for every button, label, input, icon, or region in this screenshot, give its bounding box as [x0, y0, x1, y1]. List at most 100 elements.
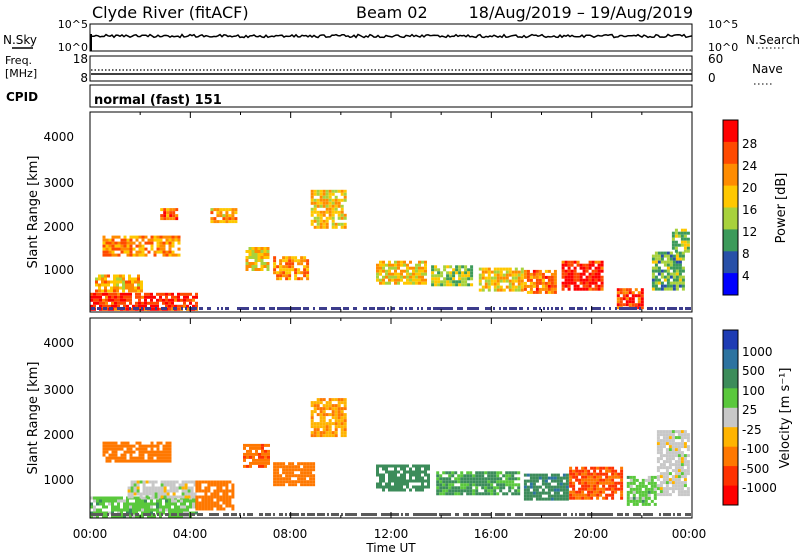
- ground-cell: [517, 513, 519, 516]
- heatmap-cell: [559, 479, 563, 483]
- velocity-y-ticks: 1000 2000 3000 4000: [43, 336, 74, 487]
- heatmap-cell: [572, 469, 576, 473]
- heatmap-cell: [294, 271, 298, 275]
- heatmap-cell: [300, 277, 304, 281]
- heatmap-cell: [279, 474, 283, 478]
- heatmap-cell: [680, 460, 684, 464]
- heatmap-cell: [222, 492, 226, 496]
- heatmap-cell: [123, 295, 126, 299]
- heatmap-cell: [412, 272, 415, 276]
- heatmap-cell: [526, 491, 530, 495]
- heatmap-cell: [620, 481, 624, 485]
- ground-cell: [685, 513, 687, 516]
- heatmap-cell: [487, 270, 491, 274]
- ground-cell: [499, 513, 501, 516]
- heatmap-cell: [659, 445, 663, 449]
- ground-cell: [365, 307, 367, 310]
- heatmap-cell: [99, 502, 102, 506]
- heatmap-cell: [297, 465, 301, 469]
- heatmap-cell: [101, 277, 104, 281]
- heatmap-cell: [683, 228, 687, 232]
- heatmap-cell: [123, 241, 127, 245]
- heatmap-cell: [394, 476, 397, 480]
- ground-cell: [319, 307, 321, 310]
- heatmap-cell: [172, 486, 176, 490]
- heatmap-cell: [638, 481, 642, 485]
- heatmap-cell: [631, 294, 635, 298]
- heatmap-cell: [140, 289, 143, 293]
- heatmap-cell: [505, 480, 509, 484]
- heatmap-cell: [141, 247, 145, 251]
- heatmap-cell: [472, 492, 476, 496]
- heatmap-cell: [135, 244, 139, 248]
- heatmap-cell: [632, 481, 636, 485]
- heatmap-cell: [677, 243, 681, 247]
- heatmap-cell: [538, 491, 542, 495]
- heatmap-cell: [319, 201, 323, 205]
- heatmap-cell: [322, 201, 326, 205]
- heatmap-cell: [334, 425, 338, 429]
- heatmap-cell: [136, 486, 140, 490]
- heatmap-cell: [535, 278, 539, 282]
- heatmap-cell: [493, 480, 497, 484]
- heatmap-cell: [108, 511, 111, 515]
- ground-cell: [647, 513, 649, 516]
- heatmap-cell: [469, 489, 473, 493]
- heatmap-cell: [282, 468, 286, 472]
- heatmap-cell: [222, 489, 226, 493]
- heatmap-cell: [231, 489, 235, 493]
- heatmap-cell: [141, 235, 145, 239]
- heatmap-cell: [391, 272, 394, 276]
- heatmap-cell: [578, 493, 582, 497]
- heatmap-cell: [117, 247, 121, 251]
- heatmap-cell: [225, 211, 229, 215]
- ground-cell: [293, 513, 295, 516]
- heatmap-cell: [123, 235, 127, 239]
- heatmap-cell: [379, 482, 382, 486]
- heatmap-cell: [331, 407, 335, 411]
- heatmap-cell: [343, 419, 347, 423]
- heatmap-cell: [160, 492, 164, 496]
- ground-cell: [97, 307, 99, 310]
- heatmap-cell: [672, 278, 676, 282]
- heatmap-cell: [436, 471, 440, 475]
- heatmap-cell: [184, 480, 188, 484]
- ground-cell: [291, 513, 293, 516]
- heatmap-cell: [177, 235, 181, 239]
- heatmap-cell: [337, 216, 341, 220]
- heatmap-cell: [129, 292, 132, 296]
- heatmap-cell: [273, 465, 277, 469]
- heatmap-cell: [677, 231, 681, 235]
- heatmap-cell: [313, 404, 317, 408]
- ground-cell: [333, 307, 335, 310]
- heatmap-cell: [249, 455, 252, 459]
- heatmap-cell: [644, 490, 648, 494]
- heatmap-cell: [556, 485, 560, 489]
- heatmap-cell: [651, 266, 655, 270]
- heatmap-cell: [424, 260, 427, 264]
- heatmap-cell: [288, 462, 292, 466]
- heatmap-cell: [122, 289, 125, 293]
- heatmap-cell: [108, 295, 111, 299]
- heatmap-cell: [216, 214, 220, 218]
- heatmap-cell: [309, 468, 313, 472]
- heatmap-cell: [403, 260, 406, 264]
- heatmap-cell: [180, 499, 183, 503]
- colorbar-swatch: [723, 427, 738, 448]
- heatmap-cell: [98, 277, 101, 281]
- heatmap-cell: [303, 256, 307, 260]
- heatmap-cell: [452, 268, 456, 272]
- heatmap-cell: [114, 304, 117, 308]
- heatmap-cell: [562, 476, 566, 480]
- heatmap-cell: [523, 497, 527, 501]
- heatmap-cell: [526, 485, 530, 489]
- heatmap-cell: [674, 466, 678, 470]
- heatmap-cell: [337, 422, 341, 426]
- heatmap-cell: [541, 284, 545, 288]
- ground-cell: [251, 513, 253, 516]
- heatmap-cell: [597, 269, 601, 273]
- heatmap-cell: [108, 447, 112, 451]
- heatmap-cell: [443, 268, 447, 272]
- heatmap-cell: [675, 284, 679, 288]
- heatmap-cell: [620, 496, 624, 500]
